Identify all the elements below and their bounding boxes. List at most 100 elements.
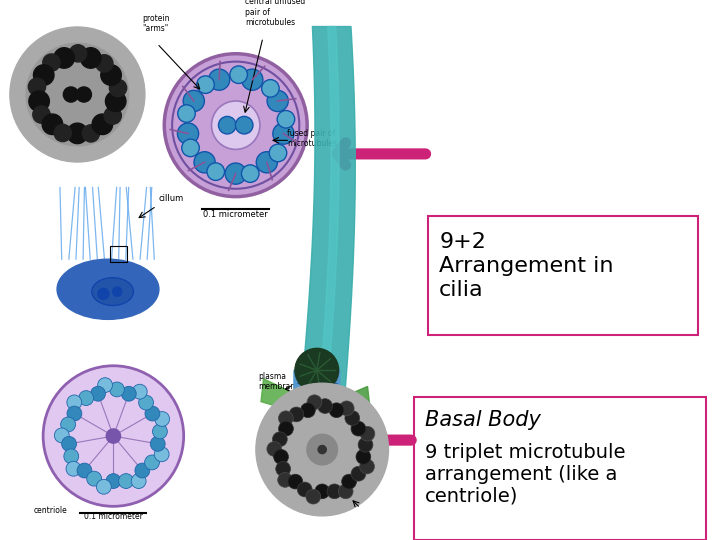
Circle shape (86, 471, 102, 486)
Circle shape (145, 406, 160, 421)
Circle shape (345, 410, 360, 426)
Circle shape (106, 474, 121, 489)
Circle shape (351, 467, 366, 481)
Circle shape (132, 384, 147, 399)
Circle shape (318, 446, 326, 454)
Text: central unfused
pair of
microtubules: central unfused pair of microtubules (245, 0, 305, 28)
Circle shape (342, 474, 356, 489)
Circle shape (42, 54, 60, 71)
Circle shape (183, 90, 204, 112)
FancyBboxPatch shape (414, 397, 706, 540)
Circle shape (209, 69, 230, 90)
Circle shape (276, 462, 291, 476)
Circle shape (139, 395, 153, 410)
Circle shape (105, 91, 126, 112)
Circle shape (96, 55, 113, 72)
Circle shape (33, 106, 50, 123)
Circle shape (218, 117, 236, 134)
Circle shape (267, 442, 282, 456)
Circle shape (64, 449, 78, 464)
Circle shape (43, 366, 184, 507)
Circle shape (329, 403, 344, 417)
Circle shape (54, 48, 74, 68)
Circle shape (104, 107, 122, 124)
Circle shape (315, 484, 330, 499)
Circle shape (360, 426, 375, 441)
Circle shape (60, 417, 76, 432)
Circle shape (69, 45, 86, 62)
Text: protein
"arms": protein "arms" (142, 14, 169, 33)
Circle shape (297, 482, 312, 497)
Circle shape (112, 287, 122, 296)
Circle shape (273, 123, 294, 144)
Circle shape (235, 117, 253, 134)
Text: 9+2: 9+2 (439, 232, 486, 252)
Circle shape (212, 101, 260, 150)
Circle shape (272, 432, 287, 447)
Circle shape (109, 382, 125, 397)
Text: 0.1 micrometer: 0.1 micrometer (203, 210, 268, 219)
Circle shape (289, 407, 304, 422)
Text: fused pair of
microtubules: fused pair of microtubules (287, 129, 337, 149)
Bar (110, 246, 127, 262)
Circle shape (81, 48, 101, 68)
Circle shape (351, 421, 366, 436)
Circle shape (62, 436, 76, 451)
Circle shape (197, 76, 215, 93)
Text: cillum: cillum (159, 194, 184, 204)
Circle shape (300, 403, 315, 417)
Circle shape (119, 474, 133, 489)
Circle shape (42, 114, 63, 134)
FancyBboxPatch shape (294, 370, 340, 469)
Circle shape (178, 105, 195, 123)
Circle shape (307, 395, 322, 410)
Circle shape (278, 472, 292, 487)
Text: Arrangement in
cilia: Arrangement in cilia (439, 256, 613, 300)
Circle shape (194, 152, 215, 173)
Circle shape (67, 406, 82, 421)
FancyBboxPatch shape (428, 216, 698, 335)
Circle shape (150, 436, 165, 451)
Circle shape (98, 288, 109, 300)
Text: 0.1 micrometer: 0.1 micrometer (84, 512, 143, 522)
Text: plasma
membrane: plasma membrane (258, 372, 300, 391)
Circle shape (256, 383, 389, 516)
Circle shape (98, 377, 112, 393)
Circle shape (318, 399, 333, 414)
Circle shape (67, 395, 81, 410)
Circle shape (28, 78, 45, 96)
Circle shape (78, 390, 94, 406)
Polygon shape (338, 387, 370, 417)
Circle shape (242, 69, 263, 90)
Circle shape (154, 447, 169, 462)
Circle shape (77, 463, 92, 478)
Circle shape (96, 480, 111, 494)
Circle shape (135, 463, 150, 478)
Circle shape (76, 87, 91, 102)
Circle shape (360, 459, 374, 474)
Circle shape (358, 437, 373, 452)
Circle shape (10, 27, 145, 162)
Circle shape (306, 489, 320, 504)
Circle shape (295, 348, 338, 392)
Circle shape (122, 386, 136, 401)
Circle shape (207, 163, 225, 180)
Circle shape (241, 165, 259, 183)
Circle shape (29, 91, 50, 112)
Text: centriole: centriole (34, 506, 68, 515)
Circle shape (177, 123, 199, 144)
Circle shape (101, 65, 122, 85)
Circle shape (307, 434, 338, 465)
Circle shape (225, 163, 246, 184)
Circle shape (109, 79, 127, 97)
Circle shape (131, 474, 146, 489)
Circle shape (269, 144, 287, 161)
Circle shape (66, 461, 81, 476)
Circle shape (279, 411, 293, 426)
Circle shape (55, 428, 69, 443)
Circle shape (339, 401, 354, 416)
Circle shape (63, 87, 78, 102)
Circle shape (288, 474, 302, 489)
Circle shape (54, 124, 71, 141)
Circle shape (33, 65, 54, 85)
